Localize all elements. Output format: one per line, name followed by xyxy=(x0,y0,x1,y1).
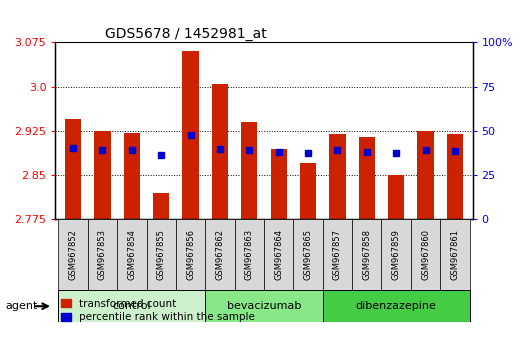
Bar xyxy=(241,122,257,219)
Bar xyxy=(418,131,433,219)
Bar xyxy=(183,51,199,219)
Bar xyxy=(323,219,352,290)
Bar xyxy=(382,219,411,290)
Text: GSM967862: GSM967862 xyxy=(215,229,224,280)
Bar xyxy=(88,219,117,290)
Bar xyxy=(117,219,146,290)
Bar xyxy=(323,290,469,322)
Bar xyxy=(411,219,440,290)
Bar xyxy=(352,219,382,290)
Bar xyxy=(59,219,88,290)
Text: GDS5678 / 1452981_at: GDS5678 / 1452981_at xyxy=(106,28,267,41)
Bar xyxy=(300,164,316,219)
Text: GSM967857: GSM967857 xyxy=(333,229,342,280)
Text: GSM967858: GSM967858 xyxy=(362,229,371,280)
Text: GSM967855: GSM967855 xyxy=(157,229,166,280)
Bar xyxy=(124,133,140,219)
Text: GSM967854: GSM967854 xyxy=(127,229,136,280)
Bar xyxy=(329,134,345,219)
Text: agent: agent xyxy=(5,301,37,311)
Text: GSM967856: GSM967856 xyxy=(186,229,195,280)
Bar xyxy=(176,219,205,290)
Legend: transformed count, percentile rank within the sample: transformed count, percentile rank withi… xyxy=(61,299,255,322)
Text: control: control xyxy=(112,301,151,311)
Bar xyxy=(440,219,469,290)
Bar xyxy=(59,290,205,322)
Text: GSM967853: GSM967853 xyxy=(98,229,107,280)
Text: GSM967860: GSM967860 xyxy=(421,229,430,280)
Bar xyxy=(388,175,404,219)
Bar xyxy=(271,149,287,219)
Bar xyxy=(264,219,294,290)
Bar xyxy=(205,219,234,290)
Text: GSM967859: GSM967859 xyxy=(392,229,401,280)
Bar xyxy=(447,134,463,219)
Text: bevacizumab: bevacizumab xyxy=(227,301,301,311)
Bar xyxy=(65,119,81,219)
Bar xyxy=(146,219,176,290)
Bar xyxy=(95,131,110,219)
Bar xyxy=(294,219,323,290)
Text: GSM967865: GSM967865 xyxy=(304,229,313,280)
Bar xyxy=(153,193,169,219)
Bar xyxy=(359,137,375,219)
Bar xyxy=(234,219,264,290)
Bar xyxy=(205,290,323,322)
Text: dibenzazepine: dibenzazepine xyxy=(356,301,437,311)
Text: GSM967863: GSM967863 xyxy=(245,229,254,280)
Bar xyxy=(212,84,228,219)
Text: GSM967852: GSM967852 xyxy=(69,229,78,280)
Text: GSM967861: GSM967861 xyxy=(450,229,459,280)
Text: GSM967864: GSM967864 xyxy=(274,229,283,280)
